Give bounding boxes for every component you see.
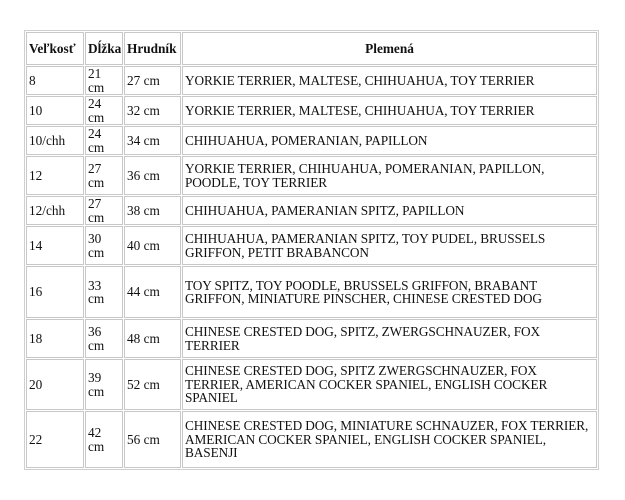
table-row: 14 30 cm 40 cm CHIHUAHUA, PAMERANIAN SPITZ,… — [26, 226, 597, 265]
table-row: 20 39 cm 52 cm CHINESE CRESTED DOG, SPITZ Z… — [26, 359, 597, 410]
table-row: 18 36 cm 48 cm CHINESE CRESTED DOG, SPITZ, … — [26, 319, 597, 358]
table-row: 10 24 cm 32 cm YORKIE TERRIER, MALTESE, CHI… — [26, 96, 597, 125]
breeds-cell: CHIHUAHUA, PAMERANIAN SPITZ, PAPILLON — [182, 196, 597, 225]
table-row: 12/chh 27 cm 38 cm CHIHUAHUA, PAMERANIAN SP… — [26, 196, 597, 225]
chest-cell: 56 cm — [124, 411, 181, 468]
length-cell: 33 cm — [85, 266, 123, 318]
chest-cell: 52 cm — [124, 359, 181, 410]
table-row: 16 33 cm 44 cm TOY SPITZ, TOY POODLE, BRUSS… — [26, 266, 597, 318]
table-row: 22 42 cm 56 cm CHINESE CRESTED DOG, MINIATU… — [26, 411, 597, 468]
breeds-cell: CHIHUAHUA, POMERANIAN, PAPILLON — [182, 126, 597, 155]
size-cell: 8 — [26, 66, 84, 95]
length-cell: 39 cm — [85, 359, 123, 410]
size-cell: 10/chh — [26, 126, 84, 155]
breeds-cell: TOY SPITZ, TOY POODLE, BRUSSELS GRIFFON,… — [182, 266, 597, 318]
breeds-cell: CHINESE CRESTED DOG, SPITZ ZWERGSCHNAUZE… — [182, 359, 597, 410]
header-row: Veľkosť Dĺžka Hrudník Plemená — [26, 32, 597, 65]
chest-cell: 48 cm — [124, 319, 181, 358]
table-row: 12 27 cm 36 cm YORKIE TERRIER, CHIHUAHUA, P… — [26, 156, 597, 195]
size-cell: 12 — [26, 156, 84, 195]
size-cell: 12/chh — [26, 196, 84, 225]
size-cell: 16 — [26, 266, 84, 318]
header-chest: Hrudník — [124, 32, 181, 65]
header-breeds: Plemená — [182, 32, 597, 65]
length-cell: 24 cm — [85, 126, 123, 155]
breeds-cell: CHINESE CRESTED DOG, SPITZ, ZWERGSCHNAUZ… — [182, 319, 597, 358]
chest-cell: 34 cm — [124, 126, 181, 155]
size-cell: 20 — [26, 359, 84, 410]
length-cell: 21 cm — [85, 66, 123, 95]
breeds-cell: YORKIE TERRIER, MALTESE, CHIHUAHUA, TOY … — [182, 96, 597, 125]
length-cell: 27 cm — [85, 156, 123, 195]
size-cell: 14 — [26, 226, 84, 265]
header-size: Veľkosť — [26, 32, 84, 65]
chest-cell: 44 cm — [124, 266, 181, 318]
chest-cell: 32 cm — [124, 96, 181, 125]
length-cell: 27 cm — [85, 196, 123, 225]
table-row: 8 21 cm 27 cm YORKIE TERRIER, MALTESE, CHIH… — [26, 66, 597, 95]
header-length: Dĺžka — [85, 32, 123, 65]
length-cell: 36 cm — [85, 319, 123, 358]
breeds-cell: YORKIE TERRIER, MALTESE, CHIHUAHUA, TOY … — [182, 66, 597, 95]
length-cell: 30 cm — [85, 226, 123, 265]
breeds-cell: CHIHUAHUA, PAMERANIAN SPITZ, TOY PUDEL, … — [182, 226, 597, 265]
size-chart-table: Veľkosť Dĺžka Hrudník Plemená 8 21 cm 27 c… — [24, 30, 599, 470]
size-cell: 10 — [26, 96, 84, 125]
breeds-cell: YORKIE TERRIER, CHIHUAHUA, POMERANIAN, P… — [182, 156, 597, 195]
chest-cell: 27 cm — [124, 66, 181, 95]
size-cell: 22 — [26, 411, 84, 468]
chest-cell: 38 cm — [124, 196, 181, 225]
length-cell: 42 cm — [85, 411, 123, 468]
table-row: 10/chh 24 cm 34 cm CHIHUAHUA, POMERANIAN, P… — [26, 126, 597, 155]
breeds-cell: CHINESE CRESTED DOG, MINIATURE SCHNAUZER… — [182, 411, 597, 468]
length-cell: 24 cm — [85, 96, 123, 125]
chest-cell: 36 cm — [124, 156, 181, 195]
size-cell: 18 — [26, 319, 84, 358]
chest-cell: 40 cm — [124, 226, 181, 265]
